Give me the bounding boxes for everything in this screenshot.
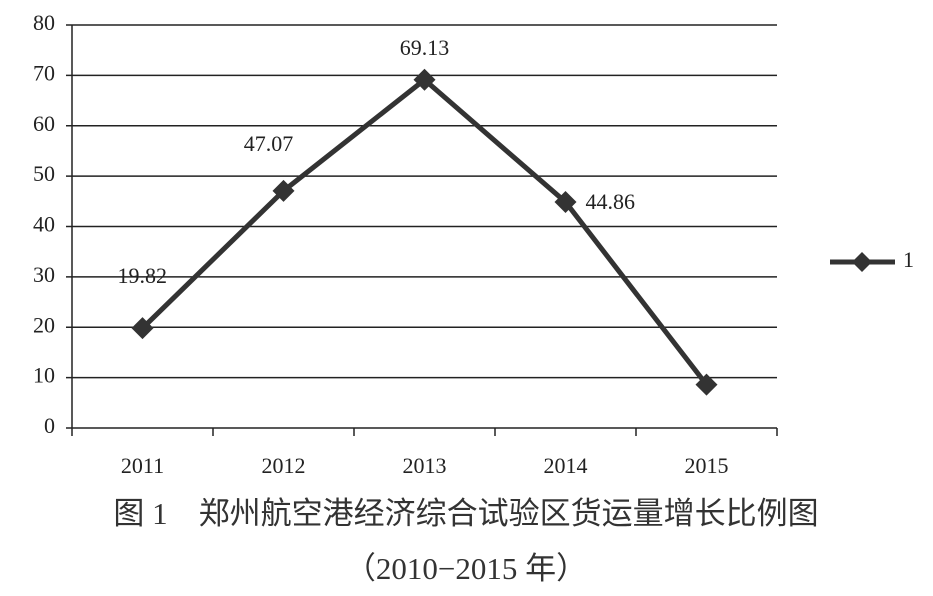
- data-label: 69.13: [400, 35, 450, 60]
- data-label: 19.82: [118, 263, 168, 288]
- x-tick-label: 2011: [121, 453, 164, 478]
- y-tick-label: 0: [44, 413, 55, 438]
- y-tick-label: 40: [33, 212, 55, 237]
- x-tick-label: 2014: [544, 453, 588, 478]
- marker: [131, 317, 154, 340]
- y-tick-label: 10: [33, 363, 55, 388]
- y-tick-label: 20: [33, 312, 55, 337]
- y-tick-label: 50: [33, 161, 55, 186]
- chart-title: 图 1 郑州航空港经济综合试验区货运量增长比例图: [113, 496, 818, 531]
- chart-subtitle: （2010−2015 年）: [345, 551, 587, 586]
- y-tick-label: 80: [33, 10, 55, 35]
- data-label: 44.86: [586, 189, 636, 214]
- y-tick-label: 30: [33, 262, 55, 287]
- y-tick-label: 60: [33, 111, 55, 136]
- data-label: 47.07: [244, 131, 294, 156]
- marker: [554, 191, 577, 214]
- x-tick-label: 2012: [262, 453, 306, 478]
- marker: [413, 68, 436, 91]
- legend-label: 1: [903, 247, 914, 272]
- marker: [695, 373, 718, 396]
- x-tick-label: 2013: [403, 453, 447, 478]
- marker: [272, 179, 295, 202]
- x-tick-label: 2015: [685, 453, 729, 478]
- y-tick-label: 70: [33, 60, 55, 85]
- legend-marker: [852, 252, 872, 272]
